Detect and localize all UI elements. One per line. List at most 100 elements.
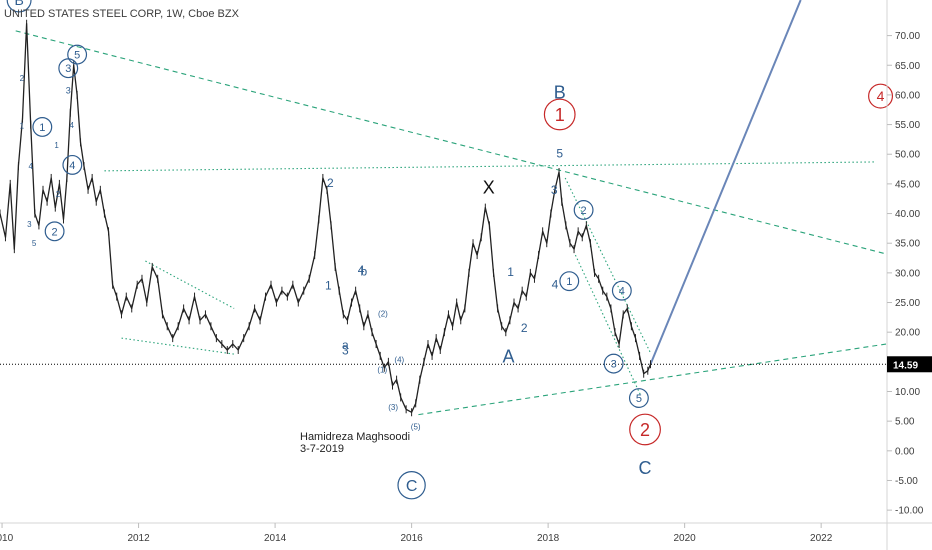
y-tick-label: 20.00 [895, 328, 920, 339]
wave-label: 1 [555, 105, 565, 125]
wave-circle [868, 83, 894, 109]
wave-label: 4 [619, 286, 625, 298]
wave-label: (5) [411, 422, 421, 431]
wave-label: 4 [877, 88, 885, 104]
wave-label: 2 [20, 74, 25, 83]
y-tick-label: -5.00 [895, 476, 918, 487]
wave-label: 2 [327, 176, 334, 190]
wave-label: 4 [552, 277, 559, 291]
x-tick-label: 2012 [127, 533, 150, 544]
chart-title: UNITED STATES STEEL CORP, 1W, Cboe BZX [4, 8, 240, 20]
wave-label: 2 [521, 321, 528, 335]
wave-circle [628, 388, 649, 408]
y-tick-label: -10.00 [895, 506, 924, 517]
wave-label: 2 [640, 420, 650, 440]
x-tick-label: 2010 [0, 533, 14, 544]
wave-label: A [503, 346, 515, 366]
wave-label: (2) [378, 310, 388, 319]
wave-label: 3 [65, 63, 71, 75]
wave-label: C [639, 458, 652, 478]
y-tick-label: 0.00 [895, 446, 915, 457]
wave-label: 5 [74, 50, 80, 62]
wave-label: 3 [611, 359, 617, 371]
wave-label: b [360, 264, 367, 278]
wave-circle [543, 98, 576, 131]
trend-line-triangle-bottom [121, 337, 235, 355]
wave-label: B [14, 0, 23, 8]
wave-label: 1 [325, 279, 332, 293]
wave-label: 4 [69, 121, 74, 130]
y-axis-ticks: -10.00-5.000.005.0010.0015.0020.0025.003… [887, 31, 924, 517]
wave-circle [611, 280, 632, 301]
x-tick-label: 2020 [674, 533, 697, 544]
wave-label: 2 [56, 190, 61, 199]
y-tick-label: 60.00 [895, 90, 920, 101]
y-tick-label: 45.00 [895, 179, 920, 190]
wave-label: B [554, 82, 566, 102]
y-tick-label: 40.00 [895, 209, 920, 220]
wave-circle [629, 413, 661, 446]
trend-line-upper-resistance [15, 30, 887, 255]
projection-line [649, 0, 802, 365]
price-series [0, 19, 652, 417]
wave-label: 1 [507, 265, 514, 279]
wave-label: 3 [66, 85, 71, 95]
wave-label: 2 [52, 226, 58, 238]
y-tick-label: 35.00 [895, 239, 920, 250]
y-tick-label: 30.00 [895, 268, 920, 279]
y-tick-label: 55.00 [895, 120, 920, 131]
wave-label: (4) [394, 355, 404, 364]
wave-label: 4 [358, 263, 365, 277]
x-tick-label: 2016 [400, 533, 423, 544]
wave-circle [559, 271, 580, 292]
trend-line-channel-bottom [574, 254, 641, 395]
trend-line-channel-top [564, 177, 652, 354]
x-tick-label: 2014 [264, 533, 287, 544]
wave-label: 2 [581, 205, 587, 217]
trend-line-lower-support [418, 343, 887, 416]
wave-label: 3 [551, 183, 558, 197]
wave-label: C [406, 478, 418, 495]
wave-circle [6, 0, 32, 13]
wave-label: 5 [636, 393, 642, 405]
wave-label: 1 [39, 122, 45, 134]
wave-label: 5 [556, 146, 563, 160]
wave-label: 3 [342, 343, 349, 357]
wave-label: (1) [377, 365, 387, 374]
wave-label: 5 [32, 239, 37, 248]
last-price-label: 14.59 [887, 356, 932, 373]
x-tick-label: 2018 [537, 533, 560, 544]
wave-label: 4 [28, 162, 33, 171]
wave-circle [58, 58, 79, 79]
y-tick-label: 5.00 [895, 417, 915, 428]
y-tick-label: 50.00 [895, 150, 920, 161]
last-price-box [887, 356, 932, 373]
projection-arrow-line [649, 0, 802, 365]
author-date: 3-7-2019 [300, 443, 344, 455]
wave-label: a [342, 338, 349, 352]
wave-label: 3 [27, 220, 32, 229]
wave-circle [62, 154, 83, 175]
wave-circle [603, 353, 624, 374]
author-name: Hamidreza Maghsoodi [300, 431, 410, 443]
y-tick-label: 25.00 [895, 298, 920, 309]
wave-circle [397, 471, 426, 500]
trend-line-triangle-top [145, 260, 235, 309]
wave-circle [573, 200, 594, 220]
last-price-text: 14.59 [893, 360, 918, 371]
wave-label: X [483, 177, 495, 197]
x-axis-ticks: 2010 2012 2014 2016 2018 2020 2022 [0, 523, 833, 544]
wave-circle [44, 221, 65, 242]
trend-lines [15, 30, 887, 416]
wave-circle [32, 116, 53, 137]
x-tick-label: 2022 [810, 533, 833, 544]
wave-label: (3) [388, 403, 398, 412]
wave-label: 4 [69, 160, 75, 172]
wave-label: 1 [566, 276, 572, 288]
trend-line-horizontal-resistance [104, 161, 876, 172]
y-tick-label: 10.00 [895, 387, 920, 398]
wave-label: 1 [20, 122, 25, 131]
